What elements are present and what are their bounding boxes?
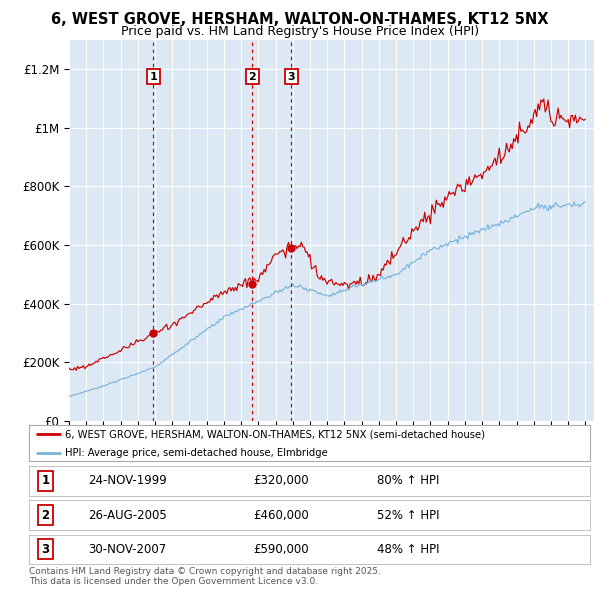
Text: 6, WEST GROVE, HERSHAM, WALTON-ON-THAMES, KT12 5NX (semi-detached house): 6, WEST GROVE, HERSHAM, WALTON-ON-THAMES…	[65, 430, 485, 440]
Text: Contains HM Land Registry data © Crown copyright and database right 2025.
This d: Contains HM Land Registry data © Crown c…	[29, 567, 380, 586]
Text: 3: 3	[41, 543, 50, 556]
Text: £320,000: £320,000	[253, 474, 309, 487]
Text: 2: 2	[248, 72, 256, 81]
Text: 80% ↑ HPI: 80% ↑ HPI	[377, 474, 439, 487]
Text: 1: 1	[149, 72, 157, 81]
Text: 48% ↑ HPI: 48% ↑ HPI	[377, 543, 439, 556]
Text: £460,000: £460,000	[253, 509, 309, 522]
Text: 3: 3	[287, 72, 295, 81]
Text: HPI: Average price, semi-detached house, Elmbridge: HPI: Average price, semi-detached house,…	[65, 448, 328, 458]
Text: 30-NOV-2007: 30-NOV-2007	[88, 543, 166, 556]
Text: 1: 1	[41, 474, 50, 487]
Text: Price paid vs. HM Land Registry's House Price Index (HPI): Price paid vs. HM Land Registry's House …	[121, 25, 479, 38]
Text: £590,000: £590,000	[253, 543, 309, 556]
Text: 24-NOV-1999: 24-NOV-1999	[88, 474, 166, 487]
Text: 26-AUG-2005: 26-AUG-2005	[88, 509, 166, 522]
Text: 6, WEST GROVE, HERSHAM, WALTON-ON-THAMES, KT12 5NX: 6, WEST GROVE, HERSHAM, WALTON-ON-THAMES…	[51, 12, 549, 27]
Text: 52% ↑ HPI: 52% ↑ HPI	[377, 509, 439, 522]
Text: 2: 2	[41, 509, 50, 522]
